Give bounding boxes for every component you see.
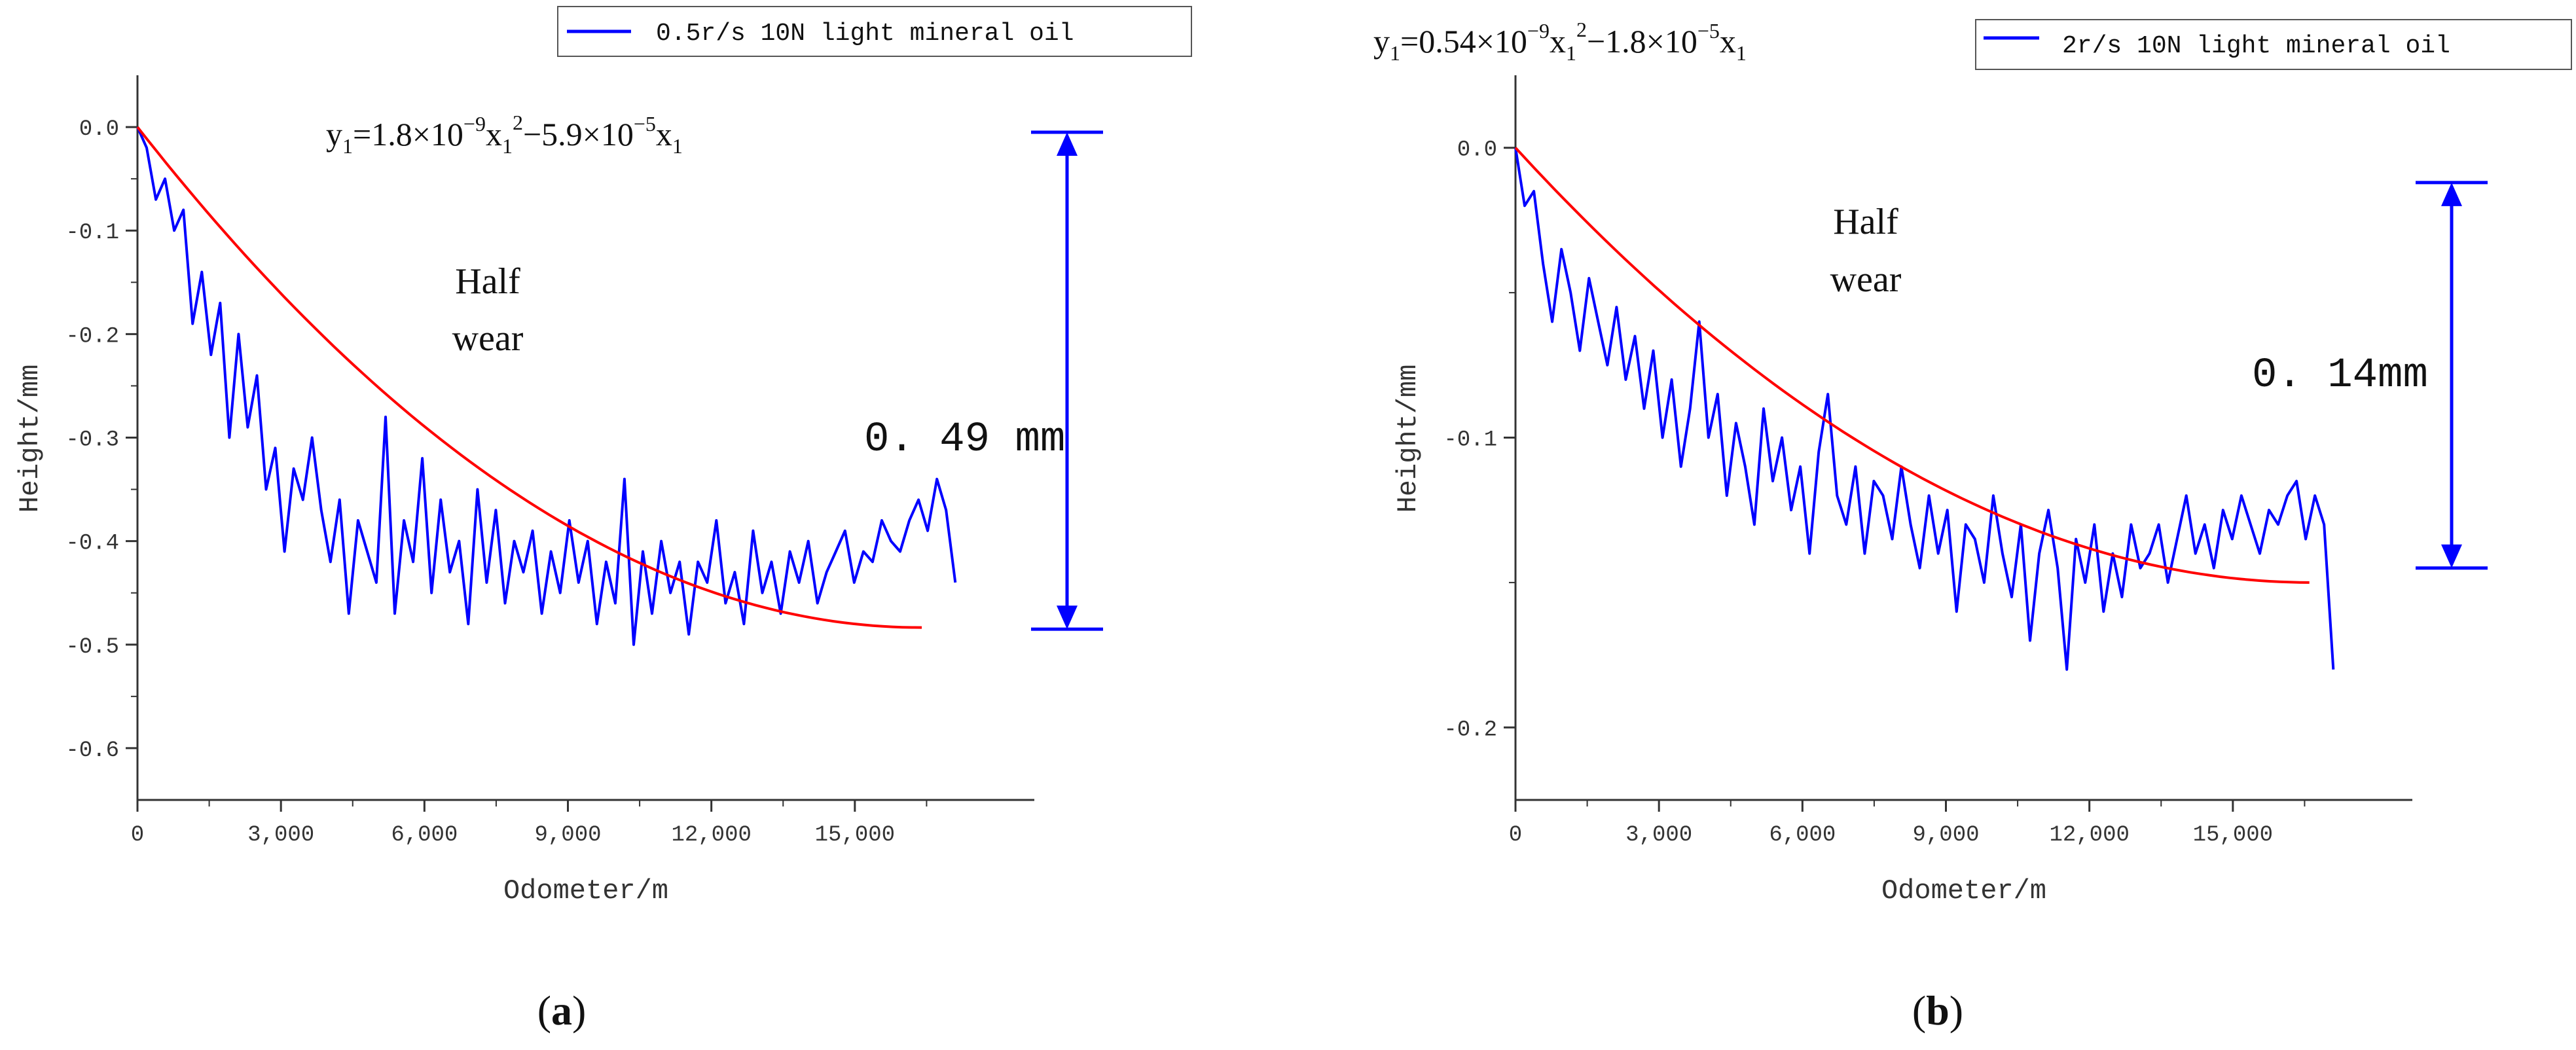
bracket-arrow-down-icon xyxy=(1057,606,1078,630)
eq-b-sub: 1 xyxy=(1390,41,1400,65)
bracket-arrow-up-icon xyxy=(1057,132,1078,156)
x-tick-label: 3,000 xyxy=(1625,823,1692,848)
y-tick-label: -0.5 xyxy=(65,635,119,660)
x-tick-label: 6,000 xyxy=(391,823,458,848)
panel-b-measurement-bracket xyxy=(2416,181,2488,570)
panel-b-measurement-label: 0. 14mm xyxy=(2252,352,2428,399)
eq-b-exp3: −5 xyxy=(1697,19,1720,43)
panel-a-measurement-bracket xyxy=(1031,130,1103,631)
eq-a-exp3: −5 xyxy=(634,112,656,136)
y-tick-label: -0.3 xyxy=(65,428,119,453)
eq-a-sub: 1 xyxy=(342,134,353,158)
x-tick-label: 15,000 xyxy=(2193,823,2273,848)
panel-a-y-axis-title: Height/mm xyxy=(14,365,46,513)
panel-b-y-ticks: 0.0 -0.1 -0.2 xyxy=(1443,138,1515,742)
panel-b-annotation-wear: wear xyxy=(1830,259,1902,300)
eq-a-exp2: 2 xyxy=(513,111,523,134)
eq-a-lead: y xyxy=(326,116,342,153)
panel-b-x-ticks: 0 3,000 6,000 9,000 12,000 15,000 xyxy=(1509,800,2306,848)
x-tick-label: 12,000 xyxy=(2049,823,2129,848)
x-tick-label: 0 xyxy=(1509,823,1522,848)
panel-b-measured-line xyxy=(1514,147,2335,671)
y-tick-label: -0.4 xyxy=(65,532,119,556)
panel-a-x-ticks: 0 3,000 6,000 9,000 12,000 15,000 xyxy=(131,800,928,848)
y-tick-label: -0.6 xyxy=(65,738,119,763)
panel-b-y-axis-title: Height/mm xyxy=(1392,365,1424,513)
eq-b-mid2: x xyxy=(1550,23,1566,60)
eq-a-tail: −5.9×10 xyxy=(523,116,634,153)
x-tick-label: 9,000 xyxy=(534,823,601,848)
panel-a-label: (a) xyxy=(537,987,587,1034)
panel-a-fit-curve xyxy=(136,126,922,629)
panel-b-chart: 0.0 -0.1 -0.2 0 3,000 6,000 9,000 12,000 15,000… xyxy=(1373,18,2572,1034)
eq-b-tail: −1.8×10 xyxy=(1587,23,1697,60)
eq-b-exp1: −9 xyxy=(1527,19,1550,43)
y-tick-label: -0.1 xyxy=(1443,428,1497,453)
bracket-arrow-up-icon xyxy=(2441,182,2462,206)
y-tick-label: 0.0 xyxy=(79,117,119,142)
panel-b-fit-equation: y1=0.54×10−9x12−1.8×10−5x1 xyxy=(1373,18,1747,65)
panel-a-y-ticks: 0.0 -0.1 -0.2 -0.3 -0.4 -0.5 -0.6 xyxy=(65,117,137,763)
eq-b-tail2: x xyxy=(1720,23,1736,60)
panel-a-annotation-half: Half xyxy=(455,261,520,302)
bracket-arrow-down-icon xyxy=(2441,544,2462,568)
panel-a-legend-label: 0.5r/s 10N light mineral oil xyxy=(656,20,1074,48)
eq-b-sub3: 1 xyxy=(1736,41,1747,65)
x-tick-label: 6,000 xyxy=(1769,823,1836,848)
y-tick-label: -0.2 xyxy=(1443,717,1497,742)
eq-a-mid: =1.8×10 xyxy=(353,116,463,153)
panel-b-annotation-half: Half xyxy=(1833,202,1898,242)
y-tick-label: -0.1 xyxy=(65,221,119,245)
eq-a-sub2: 1 xyxy=(502,134,513,158)
panel-a-fit-equation: y1=1.8×10−9x12−5.9×10−5x1 xyxy=(326,111,683,158)
panel-b-fit-curve xyxy=(1514,147,2310,584)
panel-a-x-axis-title: Odometer/m xyxy=(503,875,668,907)
y-tick-label: 0.0 xyxy=(1457,138,1497,163)
panel-b-x-axis-title: Odometer/m xyxy=(1881,875,2046,907)
eq-b-lead: y xyxy=(1373,23,1390,60)
eq-a-tail2: x xyxy=(656,116,672,153)
panel-b-legend-label: 2r/s 10N light mineral oil xyxy=(2062,32,2450,60)
eq-a-mid2: x xyxy=(486,116,502,153)
x-tick-label: 0 xyxy=(131,823,144,848)
eq-a-exp1: −9 xyxy=(463,112,486,136)
x-tick-label: 15,000 xyxy=(815,823,895,848)
x-tick-label: 9,000 xyxy=(1912,823,1979,848)
eq-b-exp2: 2 xyxy=(1576,18,1587,41)
y-tick-label: -0.2 xyxy=(65,324,119,349)
x-tick-label: 3,000 xyxy=(247,823,314,848)
eq-a-sub3: 1 xyxy=(672,134,683,158)
panel-a-chart: 0.0 -0.1 -0.2 -0.3 -0.4 -0.5 -0.6 0 3,000 6,000 9… xyxy=(14,6,1192,1034)
panel-a-legend-box xyxy=(557,6,1192,57)
panel-a-measurement-label: 0. 49 mm xyxy=(864,416,1065,463)
eq-b-sub2: 1 xyxy=(1566,41,1576,65)
panel-a-measured-line xyxy=(136,126,957,646)
panel-b-legend-box xyxy=(1975,19,2572,70)
eq-b-mid: =0.54×10 xyxy=(1400,23,1527,60)
x-tick-label: 12,000 xyxy=(671,823,751,848)
panel-b-label: (b) xyxy=(1912,987,1963,1034)
panel-a-annotation-wear: wear xyxy=(452,318,524,359)
